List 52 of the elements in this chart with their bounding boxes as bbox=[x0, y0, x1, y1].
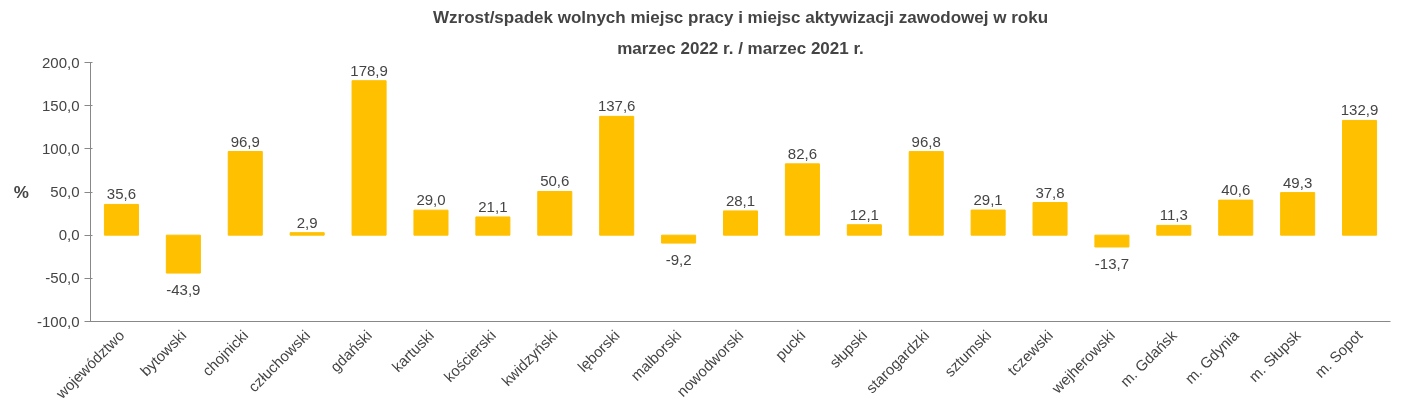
bar bbox=[475, 216, 511, 236]
bar bbox=[351, 80, 387, 236]
y-tick-label: -50,0 bbox=[45, 269, 80, 287]
data-label: 12,1 bbox=[849, 205, 879, 223]
data-label: -13,7 bbox=[1094, 254, 1130, 272]
data-label: 178,9 bbox=[350, 61, 388, 79]
bar bbox=[289, 232, 325, 236]
bar bbox=[537, 190, 573, 236]
data-label: -9,2 bbox=[665, 251, 692, 269]
chart-title: Wzrost/spadek wolnych miejsc pracy i miejsc aktywizacji zawodowej w roku bbox=[432, 7, 1049, 27]
bar bbox=[846, 224, 882, 236]
data-label: 11,3 bbox=[1159, 206, 1188, 224]
y-tick-label: 150,0 bbox=[41, 96, 80, 114]
data-label: 37,8 bbox=[1035, 183, 1065, 201]
data-label: 132,9 bbox=[1340, 101, 1379, 119]
data-label: 2,9 bbox=[296, 213, 318, 231]
data-label: 96,9 bbox=[230, 132, 260, 150]
y-tick-label: 200,0 bbox=[41, 53, 80, 71]
bar bbox=[1094, 234, 1130, 248]
data-label: 29,0 bbox=[416, 191, 446, 209]
bar bbox=[599, 115, 635, 236]
bar bbox=[1032, 202, 1068, 236]
bar bbox=[165, 234, 201, 274]
data-label: 49,3 bbox=[1283, 173, 1313, 191]
bar bbox=[1156, 224, 1192, 236]
chart-subtitle: marzec 2022 r. / marzec 2021 r. bbox=[617, 38, 864, 58]
data-label: 35,6 bbox=[106, 185, 137, 203]
data-label: 82,6 bbox=[787, 144, 818, 162]
bar bbox=[784, 163, 820, 236]
data-label: 50,6 bbox=[540, 172, 570, 190]
bar bbox=[1342, 119, 1378, 236]
data-label: 137,6 bbox=[597, 97, 636, 115]
data-label: 21,1 bbox=[478, 197, 508, 215]
data-label: -43,9 bbox=[166, 281, 201, 299]
y-axis-title: % bbox=[13, 182, 29, 202]
bar bbox=[413, 209, 449, 236]
bar bbox=[661, 234, 697, 244]
bar bbox=[1218, 199, 1254, 236]
data-label: 29,1 bbox=[973, 191, 1003, 209]
bar bbox=[227, 151, 263, 236]
data-label: 40,6 bbox=[1221, 181, 1251, 199]
data-label: 96,8 bbox=[911, 132, 941, 150]
bar bbox=[722, 210, 759, 236]
bar bbox=[1280, 192, 1316, 236]
bar bbox=[970, 209, 1006, 236]
bar bbox=[103, 203, 139, 236]
data-label: 28,1 bbox=[725, 191, 756, 209]
y-tick-label: -100,0 bbox=[36, 312, 80, 330]
bar bbox=[908, 151, 944, 236]
y-tick-label: 50,0 bbox=[50, 183, 80, 200]
y-tick-label: 100,0 bbox=[41, 139, 80, 157]
y-tick-label: 0,0 bbox=[58, 226, 80, 244]
